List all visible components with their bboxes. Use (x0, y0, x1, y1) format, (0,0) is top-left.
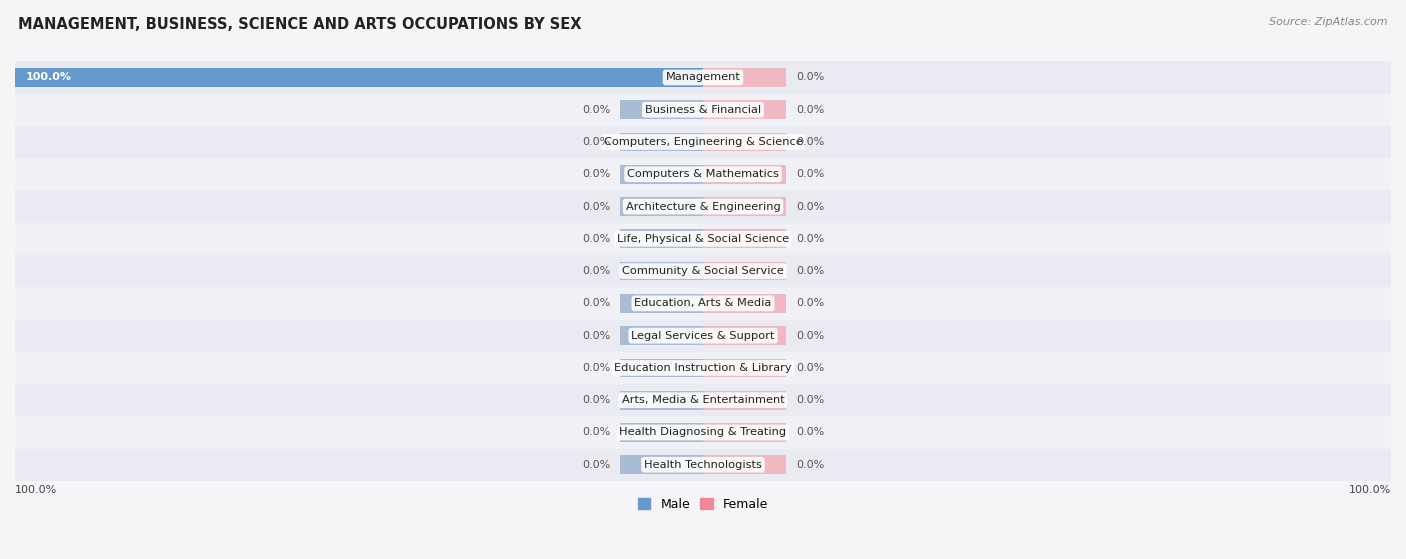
Bar (703, 197, 786, 216)
Bar (15, 352, 1391, 384)
Text: 0.0%: 0.0% (796, 428, 824, 438)
Bar (15, 93, 1391, 126)
Text: Education Instruction & Library: Education Instruction & Library (614, 363, 792, 373)
Text: 0.0%: 0.0% (582, 459, 610, 470)
Bar (15, 191, 1391, 222)
Bar (15, 61, 1391, 93)
Bar (15, 320, 1391, 352)
Bar (15, 449, 1391, 481)
Bar (620, 165, 703, 184)
Bar (703, 456, 786, 474)
Text: 0.0%: 0.0% (796, 459, 824, 470)
Bar (620, 358, 703, 377)
Bar (15, 384, 1391, 416)
Text: Source: ZipAtlas.com: Source: ZipAtlas.com (1270, 17, 1388, 27)
Bar (703, 262, 786, 281)
Bar (703, 358, 786, 377)
Text: 0.0%: 0.0% (796, 266, 824, 276)
Text: Computers & Mathematics: Computers & Mathematics (627, 169, 779, 179)
Text: 0.0%: 0.0% (582, 395, 610, 405)
Text: Education, Arts & Media: Education, Arts & Media (634, 299, 772, 309)
Bar (620, 294, 703, 312)
Text: 100.0%: 100.0% (25, 73, 72, 83)
Text: 0.0%: 0.0% (582, 299, 610, 309)
Bar (15, 416, 1391, 449)
Bar (620, 456, 703, 474)
Text: 0.0%: 0.0% (796, 330, 824, 340)
Text: 0.0%: 0.0% (796, 73, 824, 83)
Text: 0.0%: 0.0% (796, 169, 824, 179)
Text: 0.0%: 0.0% (582, 169, 610, 179)
Bar (15, 222, 1391, 255)
Bar (703, 326, 786, 345)
Text: Management: Management (665, 73, 741, 83)
Text: Computers, Engineering & Science: Computers, Engineering & Science (603, 137, 803, 147)
Bar (703, 132, 786, 151)
Text: 0.0%: 0.0% (582, 428, 610, 438)
Bar (703, 68, 786, 87)
Text: 100.0%: 100.0% (1348, 485, 1391, 495)
Bar (620, 230, 703, 248)
Bar (15, 255, 1391, 287)
Text: 0.0%: 0.0% (796, 105, 824, 115)
Text: 0.0%: 0.0% (582, 266, 610, 276)
Text: 0.0%: 0.0% (796, 202, 824, 211)
Text: 0.0%: 0.0% (796, 299, 824, 309)
Text: 0.0%: 0.0% (582, 137, 610, 147)
Bar (703, 423, 786, 442)
Text: 0.0%: 0.0% (796, 137, 824, 147)
Text: 0.0%: 0.0% (796, 395, 824, 405)
Bar (620, 101, 703, 119)
Text: 0.0%: 0.0% (582, 363, 610, 373)
Bar (15, 158, 1391, 191)
Text: Health Diagnosing & Treating: Health Diagnosing & Treating (620, 428, 786, 438)
Text: Business & Financial: Business & Financial (645, 105, 761, 115)
Text: 100.0%: 100.0% (15, 485, 58, 495)
Text: Health Technologists: Health Technologists (644, 459, 762, 470)
Bar (703, 230, 786, 248)
Text: 0.0%: 0.0% (796, 234, 824, 244)
Text: 0.0%: 0.0% (582, 202, 610, 211)
Legend: Male, Female: Male, Female (633, 492, 773, 515)
Bar (703, 165, 786, 184)
Bar (703, 101, 786, 119)
Text: 0.0%: 0.0% (582, 234, 610, 244)
Text: 0.0%: 0.0% (582, 105, 610, 115)
Text: Life, Physical & Social Science: Life, Physical & Social Science (617, 234, 789, 244)
Text: Legal Services & Support: Legal Services & Support (631, 330, 775, 340)
Bar (620, 391, 703, 410)
Bar (15, 126, 1391, 158)
Bar (15, 68, 703, 87)
Text: MANAGEMENT, BUSINESS, SCIENCE AND ARTS OCCUPATIONS BY SEX: MANAGEMENT, BUSINESS, SCIENCE AND ARTS O… (18, 17, 582, 32)
Bar (620, 423, 703, 442)
Text: 0.0%: 0.0% (796, 363, 824, 373)
Bar (703, 294, 786, 312)
Bar (620, 326, 703, 345)
Text: Architecture & Engineering: Architecture & Engineering (626, 202, 780, 211)
Bar (620, 132, 703, 151)
Bar (620, 262, 703, 281)
Text: 0.0%: 0.0% (582, 330, 610, 340)
Bar (15, 287, 1391, 320)
Text: Community & Social Service: Community & Social Service (621, 266, 785, 276)
Text: Arts, Media & Entertainment: Arts, Media & Entertainment (621, 395, 785, 405)
Bar (703, 391, 786, 410)
Bar (620, 197, 703, 216)
